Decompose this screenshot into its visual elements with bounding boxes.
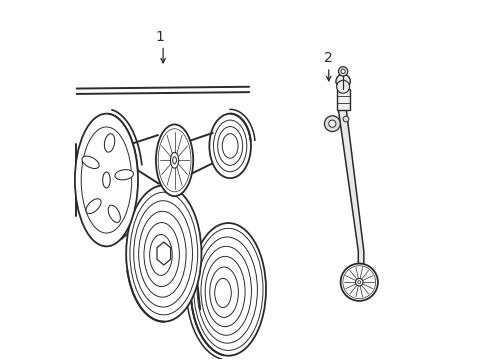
Ellipse shape — [355, 279, 362, 286]
Text: 2: 2 — [324, 51, 332, 65]
Ellipse shape — [335, 74, 349, 89]
Ellipse shape — [336, 80, 349, 93]
Ellipse shape — [190, 223, 265, 356]
Ellipse shape — [108, 205, 120, 222]
Ellipse shape — [343, 116, 348, 122]
Ellipse shape — [102, 172, 110, 188]
Ellipse shape — [209, 114, 250, 178]
Ellipse shape — [75, 114, 138, 246]
Text: 1: 1 — [156, 30, 164, 44]
Ellipse shape — [126, 185, 201, 321]
Ellipse shape — [156, 125, 193, 196]
Polygon shape — [157, 242, 170, 265]
Ellipse shape — [82, 156, 99, 168]
Ellipse shape — [324, 116, 340, 132]
Polygon shape — [338, 110, 363, 276]
Ellipse shape — [357, 281, 360, 284]
Ellipse shape — [86, 199, 101, 213]
Ellipse shape — [338, 67, 347, 76]
Ellipse shape — [328, 120, 335, 127]
Ellipse shape — [170, 152, 178, 168]
Ellipse shape — [340, 264, 377, 301]
Ellipse shape — [172, 157, 176, 164]
Ellipse shape — [340, 69, 345, 73]
Polygon shape — [336, 89, 349, 110]
Ellipse shape — [104, 134, 115, 152]
Ellipse shape — [115, 170, 133, 180]
